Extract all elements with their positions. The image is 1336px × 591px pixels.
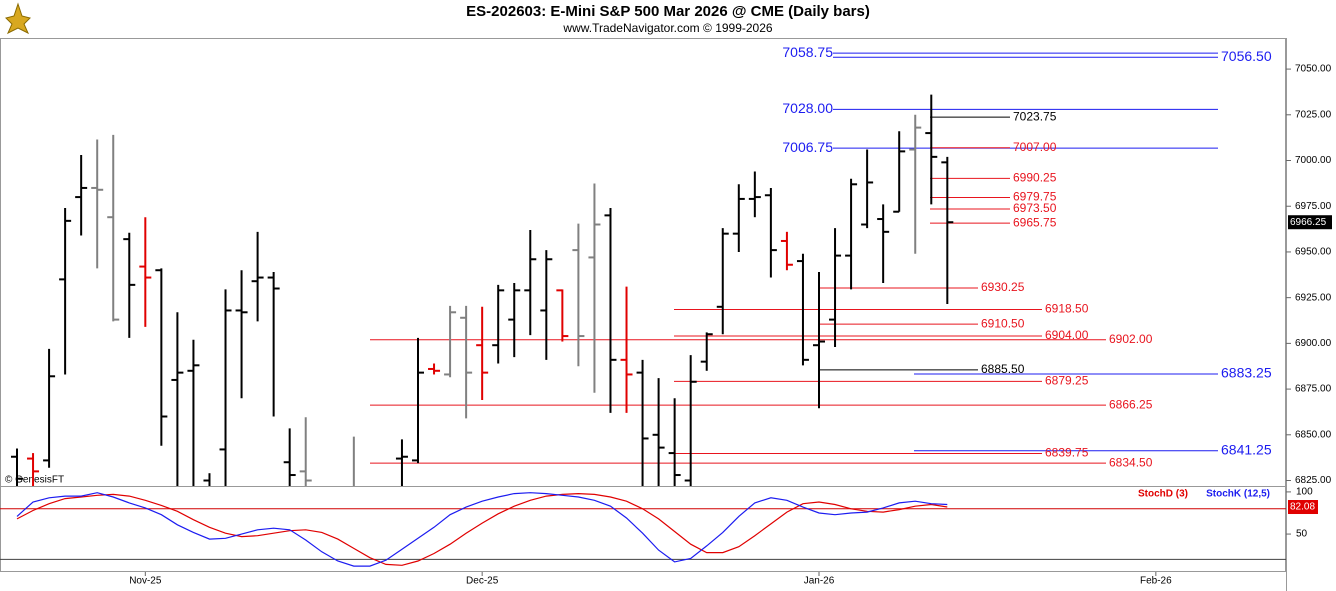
level-label: 7028.00: [782, 100, 833, 116]
plot-frame: [0, 38, 1286, 572]
level-label: 6879.25: [1045, 373, 1089, 387]
level-label: 7023.75: [1013, 109, 1057, 123]
chart-title: ES-202603: E-Mini S&P 500 Mar 2026 @ CME…: [466, 3, 870, 20]
y-tick-label: 6925.00: [1295, 292, 1332, 303]
level-label: 6839.75: [1045, 446, 1089, 460]
y-tick-label: 6950.00: [1295, 247, 1332, 258]
logo-icon: [5, 2, 31, 35]
logo: [5, 2, 31, 35]
legend-entry: StochD (3): [1138, 489, 1188, 500]
level-label: 6866.25: [1109, 397, 1153, 411]
level-label: 7007.00: [1013, 140, 1057, 154]
level-label: 6973.50: [1013, 201, 1057, 215]
level-label: 6904.00: [1045, 328, 1089, 342]
level-label: 6918.50: [1045, 302, 1089, 316]
level-lines: 7058.75 7056.50 7028.00 7023.75 7006.75 7007.…: [370, 44, 1272, 469]
x-tick-label: Feb-26: [1140, 576, 1172, 587]
indicator-last-box: [1288, 500, 1318, 515]
indicator-line: [16, 492, 948, 566]
x-tick-label: Dec-25: [466, 576, 499, 587]
plot-layer: 7050.00 7025.00 7000.00 6975.00 6950.00 6925.…: [0, 44, 1332, 587]
y-tick-label: 6975.00: [1295, 201, 1332, 212]
level-label: 7058.75: [782, 44, 833, 60]
level-label: 6965.75: [1013, 215, 1057, 229]
last-price-box: [1288, 215, 1332, 230]
level-label: 6885.50: [981, 362, 1025, 376]
y-tick-label: 7000.00: [1295, 155, 1332, 166]
y-tick-label: 6875.00: [1295, 384, 1332, 395]
indicator-last-label: 82.08: [1290, 502, 1315, 513]
level-label: 6990.25: [1013, 171, 1057, 185]
y-tick-label: 6850.00: [1295, 429, 1332, 440]
x-tick-label: Nov-25: [129, 576, 162, 587]
price-bars: [11, 94, 954, 486]
indicator-lines: [0, 492, 1286, 567]
level-label: 6930.25: [981, 280, 1025, 294]
level-label: 6910.50: [981, 316, 1025, 330]
level-label: 7006.75: [782, 139, 833, 155]
x-tick-label: Jan-26: [804, 576, 835, 587]
last-price-label: 6966.25: [1290, 217, 1327, 228]
level-label: 7056.50: [1221, 48, 1272, 64]
y-tick-label: 6825.00: [1295, 475, 1332, 486]
level-label: 6902.00: [1109, 332, 1153, 346]
level-label: 6841.25: [1221, 442, 1272, 458]
level-label: 6883.25: [1221, 365, 1272, 381]
y2-tick-label: 50: [1296, 529, 1308, 540]
y-tick-label: 7025.00: [1295, 109, 1332, 120]
y-tick-label: 7050.00: [1295, 64, 1332, 75]
level-label: 6979.75: [1013, 190, 1057, 204]
level-label: 6834.50: [1109, 455, 1153, 469]
y2-tick-label: 100: [1296, 487, 1313, 498]
watermark: © GenesisFT: [5, 475, 64, 486]
indicator-line: [16, 492, 948, 567]
legend-entry: StochK (12,5): [1206, 489, 1270, 500]
y-tick-label: 6900.00: [1295, 338, 1332, 349]
chart-subtitle: www.TradeNavigator.com © 1999-2026: [562, 21, 772, 35]
